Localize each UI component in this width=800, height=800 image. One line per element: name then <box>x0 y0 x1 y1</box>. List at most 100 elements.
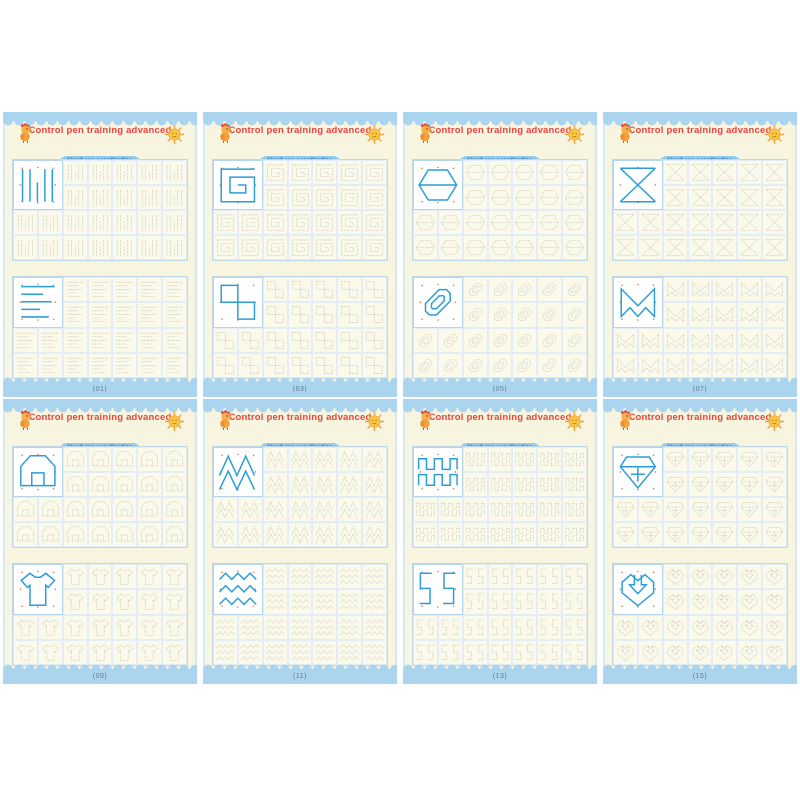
x-cross-practice-drawing <box>691 239 709 256</box>
practice-cell <box>487 589 513 615</box>
practice-cell <box>762 160 787 185</box>
m-envelope-practice-drawing <box>741 307 758 323</box>
square-wave-practice-drawing <box>465 452 485 467</box>
practice-cell <box>712 639 738 665</box>
practice-cell <box>287 639 313 665</box>
double-octagon-practice-drawing <box>493 333 507 347</box>
hexagon-house-practice-drawing <box>141 501 159 517</box>
x-cross-practice-drawing <box>691 214 709 231</box>
practice-cell <box>62 160 88 185</box>
practice-cell <box>737 160 763 185</box>
hexagon-house-practice-drawing <box>17 526 34 542</box>
square-spiral-practice-drawing <box>316 189 334 206</box>
s-meander-practice-drawing <box>466 644 484 660</box>
square-wave-practice-drawing <box>540 452 560 467</box>
horizontal-lines-example-drawing <box>19 283 57 321</box>
practice-cell <box>362 472 387 497</box>
double-octagon-practice-drawing <box>543 283 556 296</box>
bottom-practice-grid <box>612 276 788 379</box>
practice-cell <box>362 160 387 185</box>
practice-cell <box>312 472 338 497</box>
x-cross-practice-drawing <box>691 189 709 206</box>
hexagon-line-example-drawing <box>418 166 458 204</box>
page-top-border <box>403 112 597 126</box>
diamond-gem-practice-drawing <box>765 527 784 543</box>
hexagon-house-practice-drawing <box>166 526 183 542</box>
practice-cell <box>337 327 363 353</box>
practice-cell <box>262 447 288 472</box>
square-wave-practice-drawing <box>515 477 535 492</box>
hexagon-line-practice-drawing <box>440 215 460 230</box>
chevron-waves-example-drawing <box>218 570 257 608</box>
mountain-zigzag-practice-drawing <box>290 501 309 519</box>
square-wave-practice-drawing <box>565 452 585 467</box>
practice-cell <box>87 564 113 590</box>
practice-cell <box>437 522 463 547</box>
diamond-gem-practice-drawing <box>765 452 784 468</box>
practice-cell <box>613 352 638 378</box>
practice-cell <box>687 302 713 328</box>
practice-cell <box>762 235 787 260</box>
practice-cell <box>637 210 663 235</box>
horizontal-lines-practice-drawing <box>116 357 133 373</box>
practice-cell <box>62 447 88 472</box>
x-cross-practice-drawing <box>766 239 784 256</box>
m-envelope-practice-drawing <box>741 358 758 373</box>
mountain-zigzag-practice-drawing <box>315 451 334 469</box>
practice-cell <box>137 472 163 497</box>
practice-cell <box>737 447 763 472</box>
practice-cell <box>437 497 463 522</box>
diamond-gem-practice-drawing <box>666 477 684 493</box>
practice-cell <box>687 277 713 303</box>
chevron-waves-practice-drawing <box>315 593 334 610</box>
example-cell <box>413 160 463 210</box>
practice-cell <box>662 639 688 665</box>
hexagon-line-practice-drawing <box>465 190 485 205</box>
square-spiral-practice-drawing <box>291 214 309 231</box>
practice-cell <box>162 277 187 303</box>
practice-cell <box>512 447 538 472</box>
page-title: Control pen training advanced <box>428 125 572 136</box>
square-wave-practice-drawing <box>465 477 485 492</box>
sun-mascot-icon <box>564 411 585 432</box>
bottom-practice-grid <box>412 563 588 666</box>
vertical-lines-practice-drawing <box>42 239 58 256</box>
top-practice-grid <box>212 446 388 548</box>
double-octagon-practice-drawing <box>493 359 507 372</box>
horizontal-lines-practice-drawing <box>92 357 108 373</box>
mountain-zigzag-practice-drawing <box>340 526 358 544</box>
practice-cell <box>662 210 688 235</box>
t-shirt-practice-drawing <box>66 593 84 610</box>
arrow-shield-practice-drawing <box>766 594 783 611</box>
practice-cell <box>112 472 138 497</box>
vertical-lines-practice-drawing <box>92 164 108 181</box>
diamond-gem-practice-drawing <box>741 452 759 468</box>
mountain-zigzag-practice-drawing <box>241 526 259 544</box>
arrow-shield-practice-drawing <box>642 619 659 636</box>
horizontal-lines-practice-drawing <box>17 332 34 348</box>
practice-cell <box>462 327 488 353</box>
square-spiral-practice-drawing <box>291 239 309 256</box>
chevron-waves-practice-drawing <box>365 568 384 585</box>
m-envelope-practice-drawing <box>691 333 709 348</box>
practice-cell <box>413 235 438 260</box>
square-wave-practice-drawing <box>490 477 510 492</box>
practice-cell <box>162 160 187 185</box>
practice-cell <box>112 589 138 615</box>
vertical-lines-practice-drawing <box>166 164 182 181</box>
practice-cell <box>613 639 638 665</box>
chick-mascot <box>18 123 33 148</box>
practice-cell <box>87 497 113 522</box>
practice-cell <box>337 497 363 522</box>
sun-mascot <box>764 411 785 436</box>
chick-mascot-icon <box>620 123 633 143</box>
chevron-waves-practice-drawing <box>291 619 309 635</box>
double-octagon-practice-drawing <box>419 359 432 372</box>
x-cross-practice-drawing <box>766 214 784 231</box>
hexagon-line-practice-drawing <box>440 240 460 255</box>
practice-cell <box>413 522 438 547</box>
double-octagon-practice-drawing <box>518 359 532 372</box>
practice-cell <box>462 210 488 235</box>
practice-cell <box>312 589 338 615</box>
hexagon-line-practice-drawing <box>416 215 435 230</box>
